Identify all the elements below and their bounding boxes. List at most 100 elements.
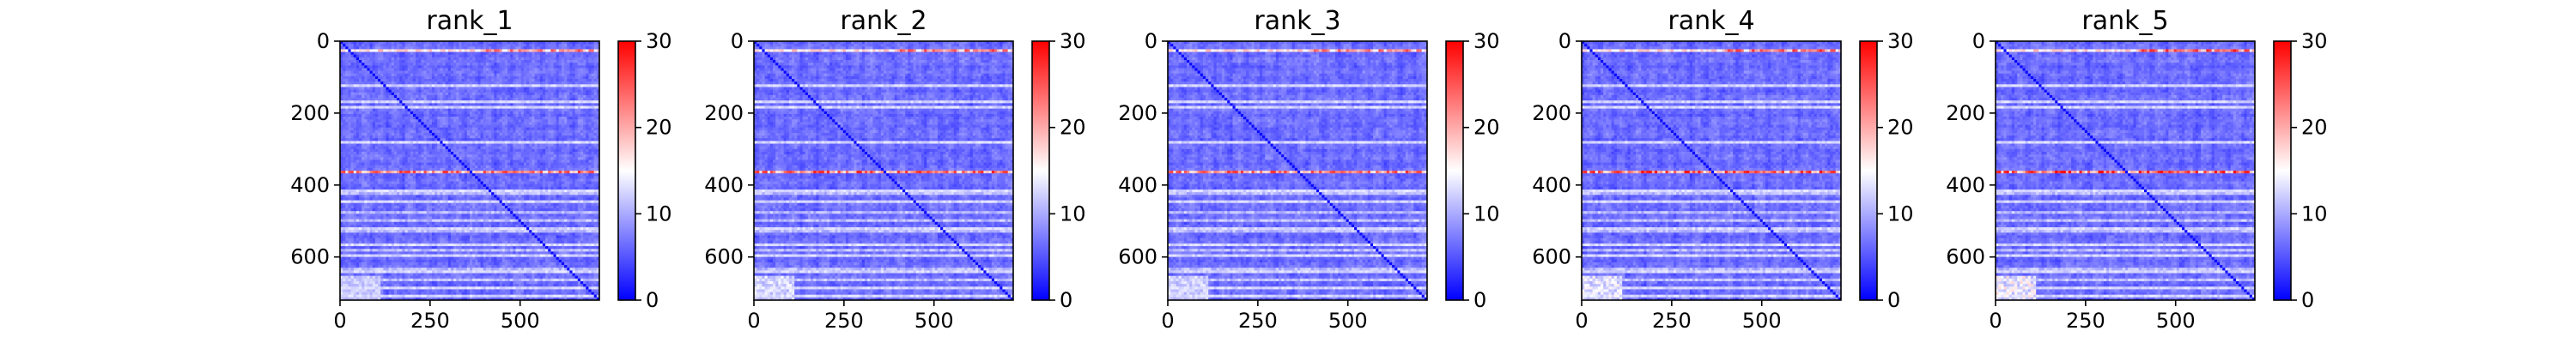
heatmap-cell [392,98,395,101]
heatmap-cell [470,81,473,85]
heatmap-cell [535,111,538,115]
heatmap-cell [429,71,433,75]
heatmap-cell [348,79,351,82]
heatmap-cell [354,114,357,117]
heatmap-cell [354,68,357,71]
heatmap-cell [370,55,374,58]
heatmap-cell [578,103,581,106]
heatmap-cell [556,84,560,87]
heatmap-cell [361,57,365,61]
heatmap-cell [540,65,544,69]
heatmap-cell [421,114,424,117]
heatmap-cell [432,63,435,66]
heatmap-cell [443,100,447,104]
heatmap-cell [394,109,398,112]
heatmap-cell [343,109,346,112]
heatmap-cell [532,117,535,120]
heatmap-cell [529,95,532,99]
heatmap-cell [367,119,370,123]
heatmap-cell [500,63,503,66]
heatmap-cell [356,87,360,90]
heatmap-cell [559,111,562,115]
heatmap-cell [545,106,549,110]
heatmap-cell [481,71,484,75]
heatmap-cell [351,52,355,56]
heatmap-cell [410,90,414,93]
heatmap-cell [510,87,513,90]
heatmap-cell [399,93,403,96]
heatmap-cell [437,52,440,56]
heatmap-cell [354,95,357,99]
heatmap-cell [399,55,403,58]
heatmap-cell [448,44,452,47]
heatmap-cell [562,103,565,106]
heatmap-cell [524,100,527,104]
heatmap-cell [567,76,570,80]
heatmap-cell [580,68,584,71]
heatmap-cell [465,76,468,80]
heatmap-cell [543,93,546,96]
heatmap-cell [429,76,433,80]
heatmap-cell [394,114,398,117]
heatmap-cell [580,106,584,110]
heatmap-cell [500,68,503,71]
heatmap-cell [502,44,506,47]
heatmap-cell [356,55,360,58]
heatmap-cell [580,46,584,50]
heatmap-cell [580,57,584,61]
heatmap-cell [475,65,478,69]
heatmap-cell [475,44,478,47]
heatmap-cell [418,63,422,66]
heatmap-cell [416,106,419,110]
heatmap-cell [505,98,508,101]
heatmap-cell [556,57,560,61]
heatmap-cell [440,103,443,106]
heatmap-cell [343,93,346,96]
heatmap-cell [481,100,484,104]
heatmap-cell [451,52,454,56]
heatmap-cell [399,76,403,80]
heatmap-cell [448,100,452,104]
heatmap-cell [494,74,497,77]
heatmap-cell [389,55,392,58]
heatmap-cell [432,49,435,52]
heatmap-cell [380,49,384,52]
heatmap-cell [586,71,589,75]
heatmap-cell [392,57,395,61]
heatmap-cell [538,106,541,110]
heatmap-cell [429,90,433,93]
heatmap-cell [434,55,438,58]
heatmap-cell [434,57,438,61]
heatmap-cell [538,57,541,61]
heatmap-cell [500,71,503,75]
heatmap-cell [483,95,487,99]
heatmap-cell [348,74,351,77]
heatmap-cell [378,63,381,66]
heatmap-cell [459,71,462,75]
heatmap-cell [408,93,411,96]
heatmap-cell [367,60,370,63]
heatmap-cell [386,49,389,52]
heatmap-cell [515,100,519,104]
heatmap-cell [559,65,562,69]
heatmap-cell [446,46,449,50]
heatmap-cell [359,81,362,85]
heatmap-cell [378,65,381,69]
heatmap-cell [543,109,546,112]
heatmap-cell [413,55,416,58]
heatmap-cell [343,49,346,52]
heatmap-cell [532,46,535,50]
heatmap-cell [354,87,357,90]
heatmap-cell [477,87,481,90]
heatmap-cell [413,49,416,52]
heatmap-cell [427,100,430,104]
heatmap-cell [402,98,405,101]
heatmap-cell [569,79,573,82]
heatmap-cell [583,111,586,115]
heatmap-cell [378,114,381,117]
heatmap-cell [416,98,419,101]
heatmap-cell [359,60,362,63]
heatmap-cell [373,111,376,115]
heatmap-cell [524,90,527,93]
